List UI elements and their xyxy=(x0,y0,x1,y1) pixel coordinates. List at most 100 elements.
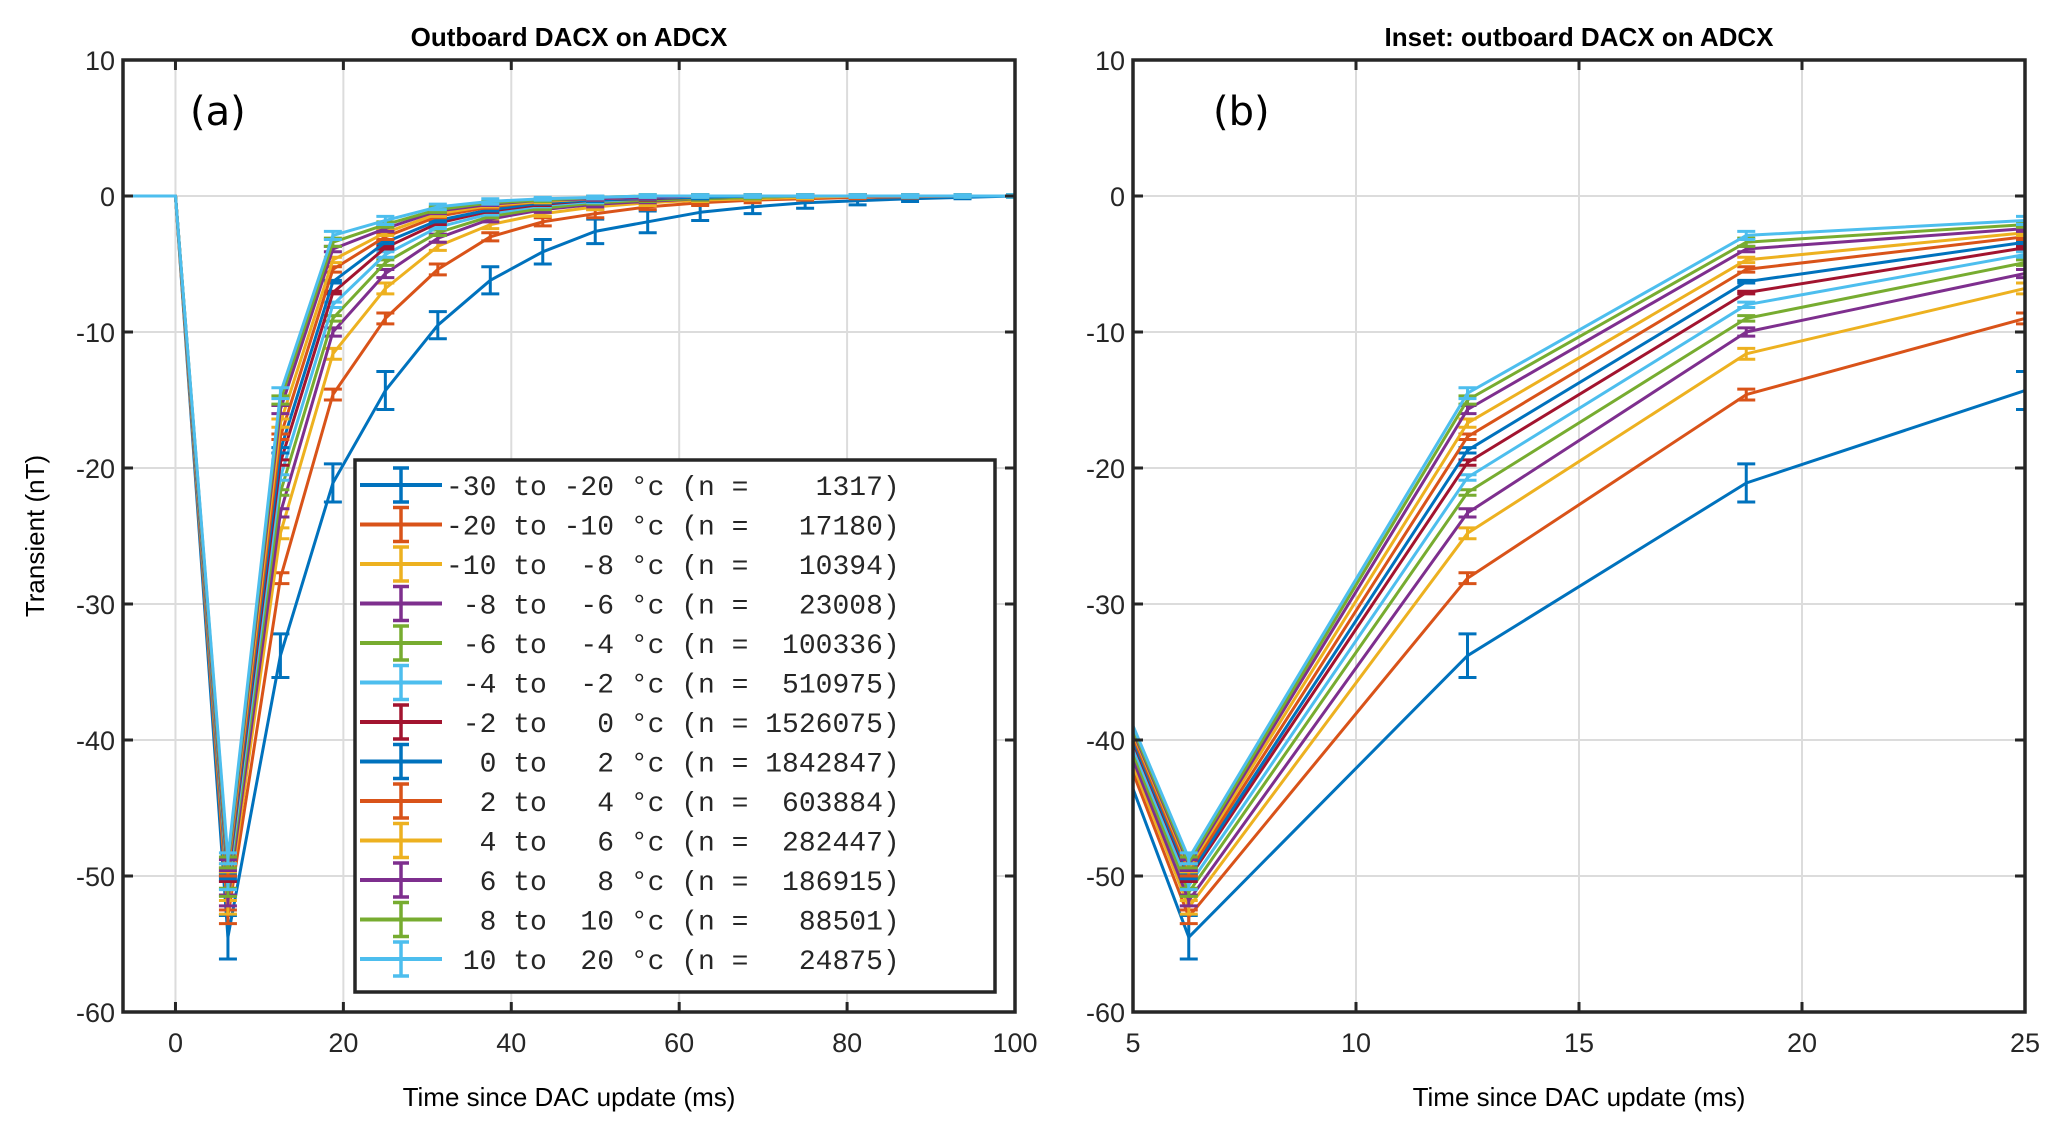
legend-label: -10 to -8 °c (n = 10394) xyxy=(446,552,900,583)
error-bar xyxy=(376,311,395,326)
series-line xyxy=(1133,271,2025,902)
legend-errorbar-icon xyxy=(393,742,409,781)
error-bar xyxy=(1179,851,1198,866)
legend-label: 8 to 10 °c (n = 88501) xyxy=(446,908,900,939)
series-13 xyxy=(1133,214,2025,866)
grid-b xyxy=(1132,59,2026,1013)
error-bar xyxy=(848,193,867,199)
x-tick-label: 10 xyxy=(1341,1028,1371,1058)
error-bar xyxy=(586,194,605,201)
y-tick-label: -60 xyxy=(76,998,115,1028)
error-bar xyxy=(2016,311,2025,326)
error-bar xyxy=(2016,214,2025,227)
error-bar xyxy=(271,386,290,401)
legend-item: -6 to -4 °c (n = 100336) xyxy=(360,624,900,662)
y-tick-label: -30 xyxy=(76,590,115,620)
error-bar xyxy=(743,193,762,199)
y-tick-label: -40 xyxy=(1086,726,1125,756)
error-bar xyxy=(323,462,342,504)
legend-label: -6 to -4 °c (n = 100336) xyxy=(446,631,900,662)
error-bar xyxy=(1458,488,1477,497)
series-line xyxy=(1133,252,2025,887)
error-bar xyxy=(1737,462,1756,504)
x-tick-label: 20 xyxy=(328,1028,358,1058)
legend-errorbar-icon xyxy=(393,584,409,623)
legend-item: -20 to -10 °c (n = 17180) xyxy=(360,505,900,544)
series-line xyxy=(1133,223,2025,864)
error-bar xyxy=(428,262,447,277)
error-bar xyxy=(1737,278,1756,285)
error-bar xyxy=(1737,289,1756,296)
x-tick-label: 5 xyxy=(1125,1028,1140,1058)
series-line xyxy=(1133,388,2025,939)
error-bar xyxy=(1737,255,1756,265)
legend-label: 2 to 4 °c (n = 603884) xyxy=(446,789,900,820)
legend-label: 6 to 8 °c (n = 186915) xyxy=(446,868,900,899)
error-bar xyxy=(1737,326,1756,338)
legend-label: -2 to 0 °c (n = 1526075) xyxy=(446,710,900,741)
error-bar xyxy=(1458,632,1477,679)
series-group-b xyxy=(1133,214,2025,961)
y-axis-label-a: Transient (nT) xyxy=(20,455,50,617)
error-bar xyxy=(2016,281,2025,296)
error-bar xyxy=(1737,346,1756,361)
legend-errorbar-icon xyxy=(393,663,409,702)
error-bar xyxy=(1737,387,1756,402)
y-tick-label: -20 xyxy=(76,454,115,484)
error-bar xyxy=(376,281,395,296)
series-5 xyxy=(1133,258,2025,898)
error-bar xyxy=(2016,267,2025,280)
error-bar xyxy=(323,229,342,242)
x-tick-label: 60 xyxy=(664,1028,694,1058)
legend-item: -2 to 0 °c (n = 1526075) xyxy=(360,703,900,741)
error-bar xyxy=(323,387,342,402)
y-tick-label: -60 xyxy=(1086,998,1125,1028)
legend-errorbar-icon xyxy=(393,545,409,583)
legend-item: 10 to 20 °c (n = 24875) xyxy=(360,940,900,978)
series-line xyxy=(1133,316,2025,919)
legend-label: -4 to -2 °c (n = 510975) xyxy=(446,671,900,702)
y-tick-label: -50 xyxy=(76,862,115,892)
y-tick-label: -10 xyxy=(76,318,115,348)
legend-item: 4 to 6 °c (n = 282447) xyxy=(360,821,900,860)
legend-box xyxy=(353,458,997,994)
y-tick-label: -50 xyxy=(1086,862,1125,892)
error-bar xyxy=(1737,300,1756,310)
error-bar xyxy=(1458,473,1477,482)
series-line xyxy=(1133,261,2025,894)
legend-label: 0 to 2 °c (n = 1842847) xyxy=(446,750,900,781)
legend-item: -4 to -2 °c (n = 510975) xyxy=(360,663,900,702)
error-bar xyxy=(1458,507,1477,519)
error-bar xyxy=(1458,386,1477,401)
legend-errorbar-icon xyxy=(393,861,409,899)
error-bar xyxy=(796,193,815,199)
error-bar xyxy=(1737,229,1756,242)
series-13 xyxy=(123,193,1015,866)
legend-label: 10 to 20 °c (n = 24875) xyxy=(446,947,900,978)
legend-errorbar-icon xyxy=(393,624,409,662)
x-tick-label: 20 xyxy=(1787,1028,1817,1058)
y-tick-label: 0 xyxy=(100,182,115,212)
chart-title-b: Inset: outboard DACX on ADCX xyxy=(1384,22,1774,52)
series-3 xyxy=(1133,281,2025,916)
error-bar xyxy=(691,193,710,199)
y-tick-label: 0 xyxy=(1110,182,1125,212)
series-group-a xyxy=(123,193,1015,961)
legend-item: 0 to 2 °c (n = 1842847) xyxy=(360,742,900,781)
error-bar xyxy=(1737,314,1756,323)
x-tick-label: 15 xyxy=(1564,1028,1594,1058)
series-line xyxy=(1133,231,2025,870)
legend-errorbar-icon xyxy=(393,703,409,741)
error-bar xyxy=(376,369,395,412)
series-line xyxy=(123,194,1015,939)
x-tick-label: 0 xyxy=(168,1028,183,1058)
legend-item: -10 to -8 °c (n = 10394) xyxy=(360,545,900,583)
error-bar xyxy=(638,193,657,199)
series-line xyxy=(1133,240,2025,878)
legend-item: 6 to 8 °c (n = 186915) xyxy=(360,861,900,899)
legend: -30 to -20 °c (n = 1317) -20 to -10 °c (n… xyxy=(353,458,997,994)
legend-item: 2 to 4 °c (n = 603884) xyxy=(360,782,900,820)
legend-errorbar-icon xyxy=(393,505,409,544)
